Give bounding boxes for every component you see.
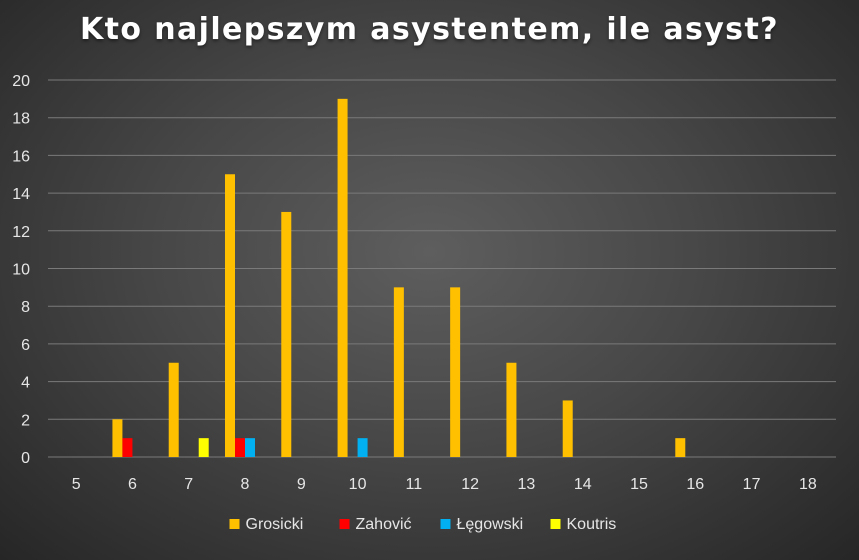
legend: Grosicki Zahović Łęgowski Koutris — [229, 516, 617, 533]
x-tick-label: 15 — [630, 476, 648, 493]
bar — [506, 362, 517, 457]
legend-label: Zahović — [356, 516, 412, 533]
x-tick-label: 7 — [184, 476, 193, 493]
bar — [337, 98, 348, 457]
y-tick-label: 4 — [21, 375, 30, 392]
bar — [357, 438, 368, 457]
y-axis-tick-labels: 0 2 4 6 8 10 12 14 16 18 20 — [12, 73, 30, 467]
x-tick-label: 17 — [743, 476, 761, 493]
bar — [122, 438, 133, 457]
bar — [562, 400, 573, 457]
y-tick-label: 12 — [12, 224, 30, 241]
x-tick-label: 12 — [461, 476, 479, 493]
y-tick-label: 8 — [21, 299, 30, 316]
legend-swatch — [440, 519, 451, 529]
bar — [281, 211, 292, 457]
bars — [112, 98, 686, 457]
bar — [450, 287, 461, 457]
x-tick-label: 18 — [799, 476, 817, 493]
gridlines — [48, 79, 836, 458]
bar — [225, 174, 235, 457]
bar — [112, 419, 123, 457]
x-tick-label: 14 — [574, 476, 592, 493]
bar — [168, 362, 179, 457]
bar — [245, 438, 255, 457]
x-tick-label: 6 — [128, 476, 137, 493]
legend-swatch — [229, 519, 240, 529]
x-tick-label: 8 — [241, 476, 250, 493]
y-tick-label: 0 — [21, 450, 30, 467]
y-tick-label: 2 — [21, 412, 30, 429]
x-tick-label: 16 — [686, 476, 704, 493]
chart-title: Kto najlepszym asystentem, ile asyst? — [80, 12, 779, 47]
bar — [235, 438, 245, 457]
y-tick-label: 14 — [12, 186, 30, 203]
y-tick-label: 10 — [12, 262, 30, 279]
legend-label: Grosicki — [246, 516, 304, 533]
x-tick-label: 11 — [406, 476, 423, 493]
legend-label: Łęgowski — [457, 516, 524, 533]
bar — [675, 438, 686, 457]
x-tick-label: 9 — [297, 476, 306, 493]
y-tick-label: 20 — [12, 73, 30, 90]
y-tick-label: 18 — [12, 111, 30, 128]
x-tick-label: 5 — [72, 476, 81, 493]
bar — [198, 438, 209, 457]
y-tick-label: 6 — [21, 337, 30, 354]
x-tick-label: 13 — [518, 476, 536, 493]
legend-swatch — [339, 519, 350, 529]
bar — [393, 287, 404, 457]
legend-label: Koutris — [567, 516, 617, 533]
legend-swatch — [550, 519, 561, 529]
x-tick-label: 10 — [349, 476, 367, 493]
y-tick-label: 16 — [12, 148, 30, 165]
x-axis-tick-labels: 5 6 7 8 9 10 11 12 13 14 15 16 17 18 — [72, 476, 817, 493]
